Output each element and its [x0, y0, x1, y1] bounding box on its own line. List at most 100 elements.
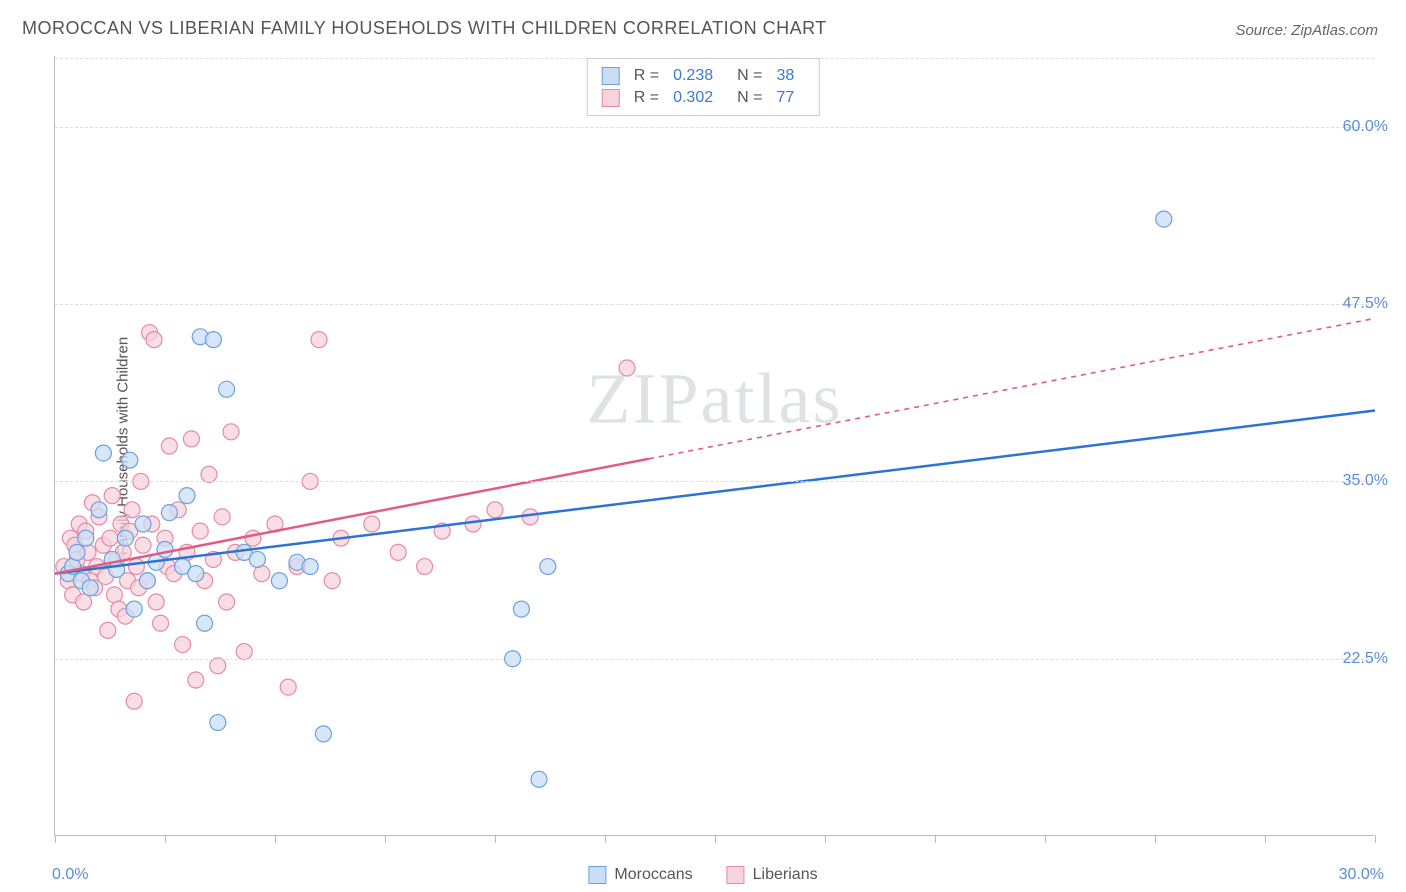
- x-tick: [1155, 835, 1156, 843]
- data-point: [146, 332, 162, 348]
- x-tick: [1265, 835, 1266, 843]
- x-tick: [825, 835, 826, 843]
- n-value-moroccans: 38: [776, 67, 794, 85]
- data-point: [161, 505, 177, 521]
- r-label: R =: [634, 67, 659, 85]
- data-point: [91, 502, 107, 518]
- data-point: [531, 771, 547, 787]
- data-point: [324, 573, 340, 589]
- data-point: [236, 644, 252, 660]
- bottom-legend: Moroccans Liberians: [588, 866, 817, 884]
- data-point: [161, 438, 177, 454]
- gridline-h: [55, 304, 1374, 305]
- data-point: [390, 544, 406, 560]
- stats-row-liberians: R = 0.302 N = 77: [602, 87, 805, 109]
- data-point: [69, 544, 85, 560]
- data-point: [315, 726, 331, 742]
- data-point: [1156, 211, 1172, 227]
- data-point: [219, 381, 235, 397]
- data-point: [487, 502, 503, 518]
- data-point: [135, 516, 151, 532]
- data-point: [513, 601, 529, 617]
- x-tick: [275, 835, 276, 843]
- x-tick: [935, 835, 936, 843]
- y-tick-label: 22.5%: [1343, 650, 1388, 668]
- data-point: [280, 679, 296, 695]
- data-point: [417, 559, 433, 575]
- data-point: [197, 615, 213, 631]
- data-point: [364, 516, 380, 532]
- data-point: [271, 573, 287, 589]
- data-point: [175, 637, 191, 653]
- data-point: [183, 431, 199, 447]
- legend-label-liberians: Liberians: [753, 866, 818, 884]
- trend-line-dashed: [649, 318, 1375, 458]
- plot-area: ZIPatlas: [54, 56, 1374, 836]
- data-point: [214, 509, 230, 525]
- data-point: [245, 530, 261, 546]
- data-point: [153, 615, 169, 631]
- data-point: [540, 559, 556, 575]
- x-tick: [715, 835, 716, 843]
- data-point: [302, 559, 318, 575]
- swatch-moroccans: [602, 67, 620, 85]
- source-label: Source: ZipAtlas.com: [1235, 22, 1378, 39]
- data-point: [210, 658, 226, 674]
- data-point: [205, 332, 221, 348]
- data-point: [148, 594, 164, 610]
- gridline-h: [55, 659, 1374, 660]
- data-point: [522, 509, 538, 525]
- x-tick: [165, 835, 166, 843]
- n-label: N =: [737, 89, 762, 107]
- data-point: [78, 530, 94, 546]
- y-tick-label: 47.5%: [1343, 295, 1388, 313]
- gridline-h: [55, 481, 1374, 482]
- x-tick: [1375, 835, 1376, 843]
- data-point: [254, 566, 270, 582]
- data-point: [122, 452, 138, 468]
- data-point: [249, 551, 265, 567]
- n-label: N =: [737, 67, 762, 85]
- data-point: [311, 332, 327, 348]
- data-point: [201, 466, 217, 482]
- y-tick-label: 35.0%: [1343, 472, 1388, 490]
- data-point: [188, 566, 204, 582]
- r-label: R =: [634, 89, 659, 107]
- data-point: [100, 622, 116, 638]
- data-point: [95, 445, 111, 461]
- y-tick-label: 60.0%: [1343, 118, 1388, 136]
- legend-item-liberians: Liberians: [727, 866, 818, 884]
- legend-item-moroccans: Moroccans: [588, 866, 692, 884]
- data-point: [192, 523, 208, 539]
- trend-line: [55, 411, 1375, 574]
- data-point: [126, 601, 142, 617]
- x-tick: [1045, 835, 1046, 843]
- data-point: [619, 360, 635, 376]
- data-point: [106, 587, 122, 603]
- x-tick: [605, 835, 606, 843]
- data-point: [139, 573, 155, 589]
- swatch-liberians: [602, 89, 620, 107]
- r-value-liberians: 0.302: [673, 89, 713, 107]
- data-point: [76, 594, 92, 610]
- gridline-h: [55, 127, 1374, 128]
- data-point: [102, 530, 118, 546]
- x-tick-max: 30.0%: [1339, 866, 1384, 884]
- n-value-liberians: 77: [776, 89, 794, 107]
- stats-legend: R = 0.238 N = 38 R = 0.302 N = 77: [587, 58, 820, 116]
- x-tick-min: 0.0%: [52, 866, 88, 884]
- legend-swatch-liberians: [727, 866, 745, 884]
- data-point: [223, 424, 239, 440]
- legend-label-moroccans: Moroccans: [614, 866, 692, 884]
- x-tick: [385, 835, 386, 843]
- x-tick: [55, 835, 56, 843]
- chart-svg: [55, 56, 1374, 835]
- data-point: [117, 530, 133, 546]
- data-point: [82, 580, 98, 596]
- data-point: [210, 715, 226, 731]
- data-point: [124, 502, 140, 518]
- data-point: [219, 594, 235, 610]
- data-point: [135, 537, 151, 553]
- data-point: [157, 542, 173, 558]
- r-value-moroccans: 0.238: [673, 67, 713, 85]
